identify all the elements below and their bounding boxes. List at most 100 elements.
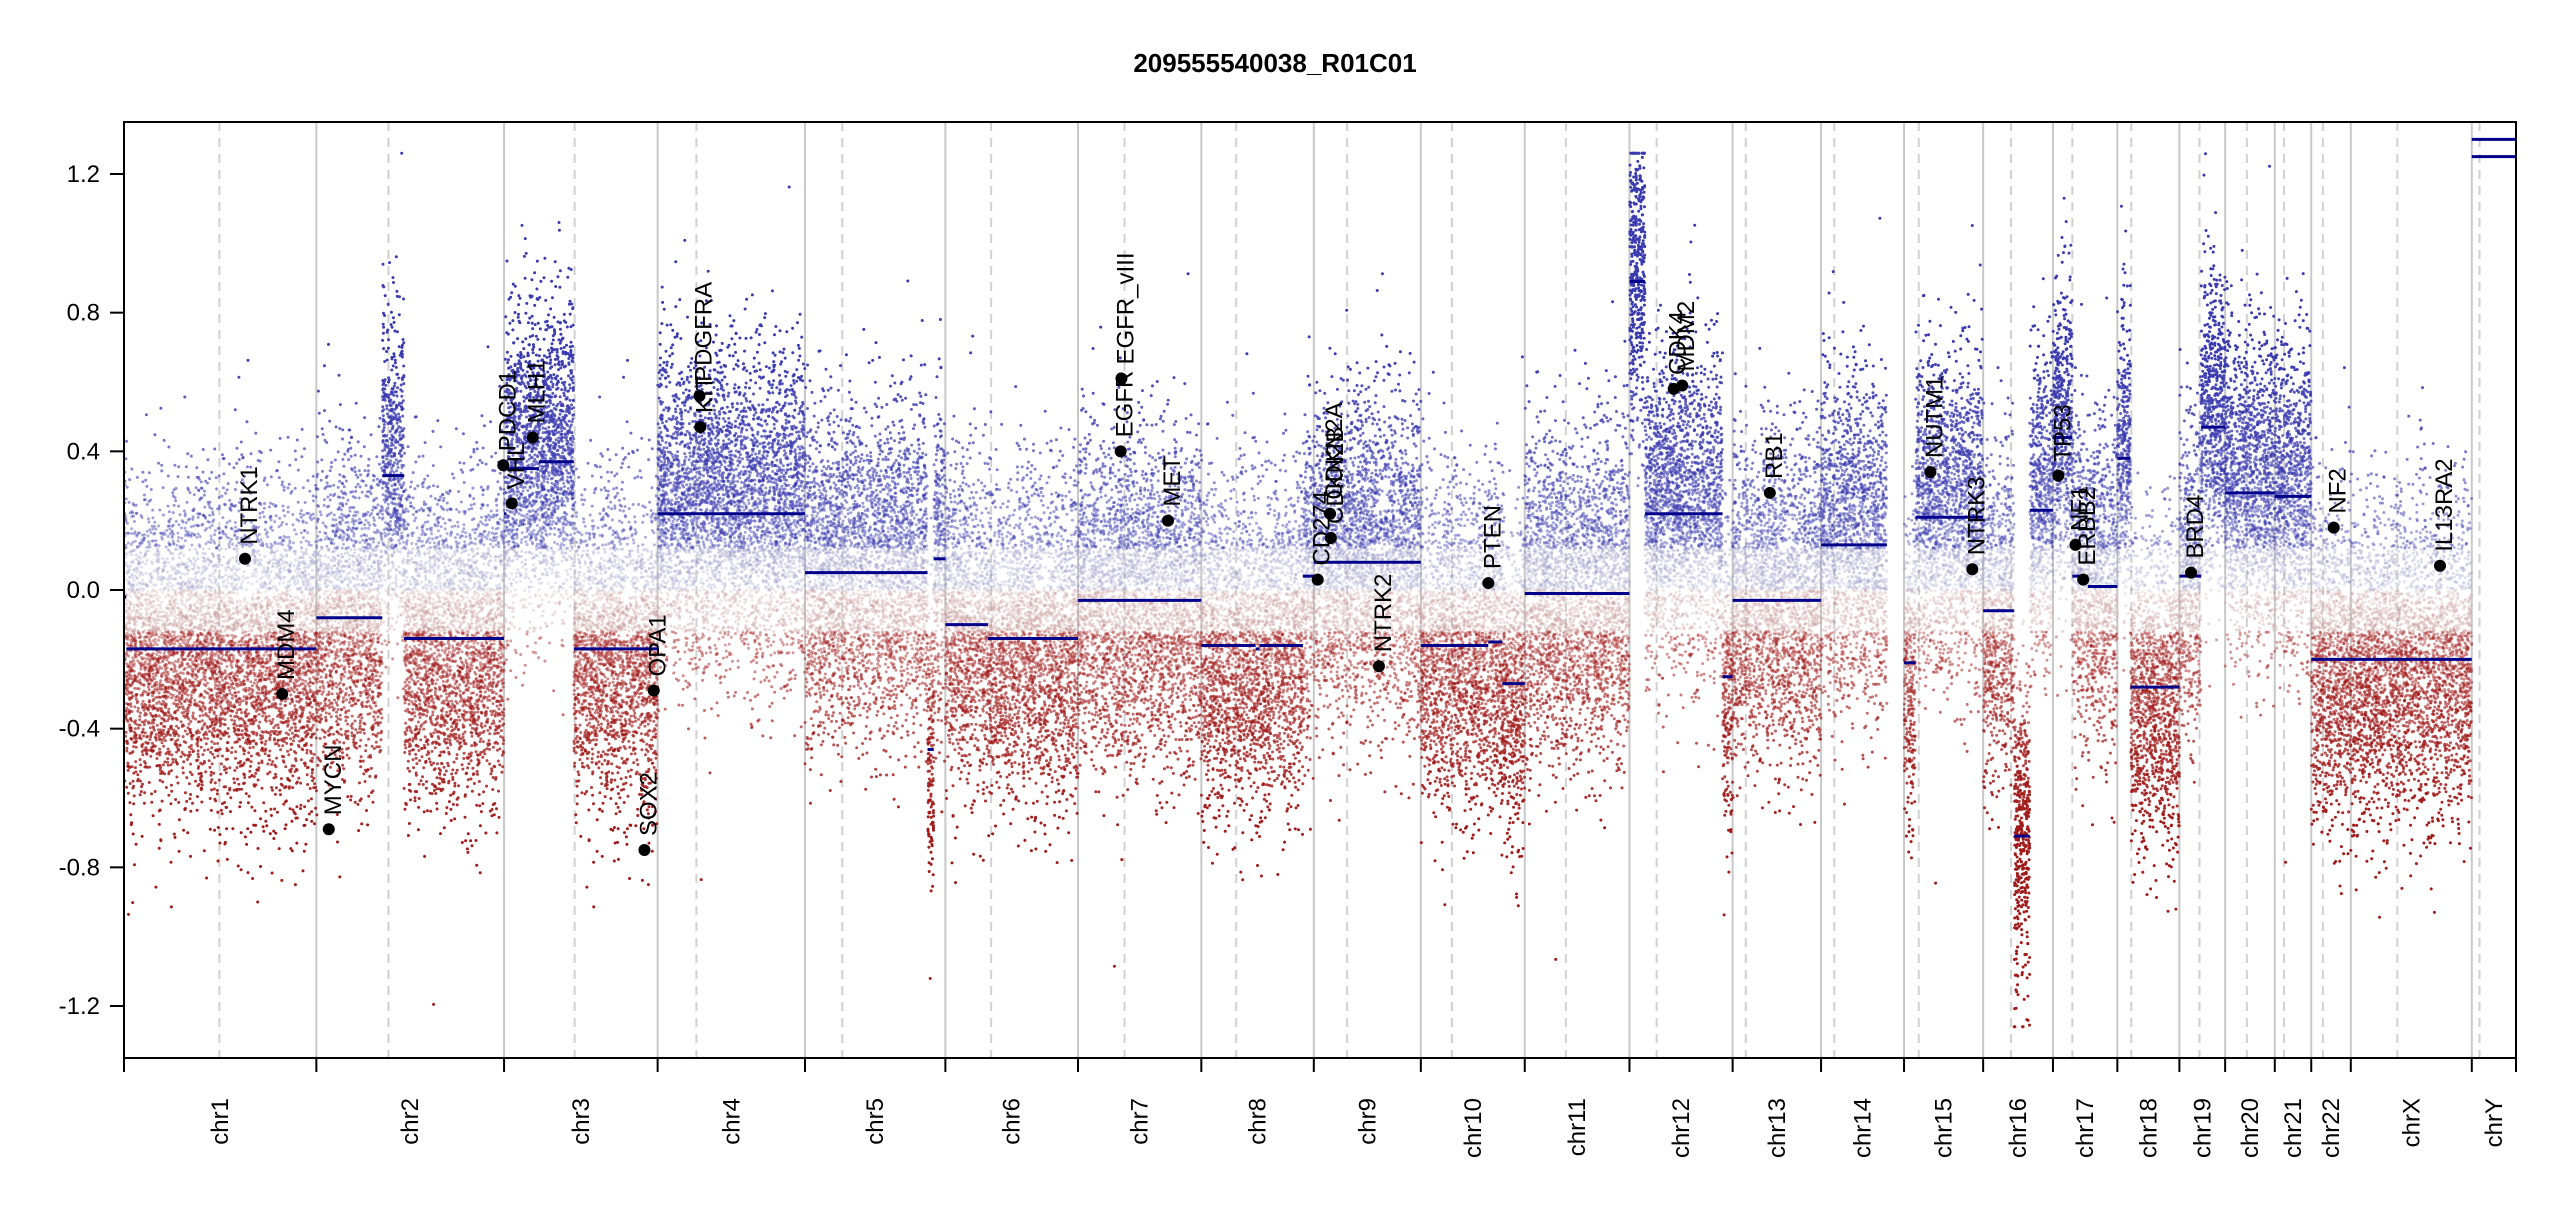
probe-point (289, 770, 292, 773)
probe-point (286, 688, 289, 691)
probe-point (230, 617, 233, 620)
probe-point (287, 753, 290, 756)
probe-point (305, 818, 308, 821)
probe-point (162, 569, 165, 572)
probe-point (262, 825, 265, 828)
probe-point (223, 694, 226, 697)
probe-point (252, 746, 255, 749)
probe-point (170, 565, 173, 568)
probe-point (228, 463, 231, 466)
probe-point (250, 630, 253, 633)
probe-point (279, 703, 282, 706)
probe-point (184, 730, 187, 733)
probe-point (139, 681, 142, 684)
probe-point (291, 604, 294, 607)
probe-point (272, 726, 275, 729)
probe-point (235, 601, 238, 604)
probe-point (304, 762, 307, 765)
probe-point (261, 709, 264, 712)
probe-point (213, 659, 216, 662)
probe-point (287, 682, 290, 685)
probe-point (192, 557, 195, 560)
probe-point (146, 653, 149, 656)
probe-point (255, 559, 258, 562)
probe-point (307, 566, 310, 569)
probe-point (137, 599, 140, 602)
probe-point (132, 802, 135, 805)
probe-point (134, 611, 137, 614)
probe-point (147, 692, 150, 695)
probe-point (208, 730, 211, 733)
probe-point (306, 655, 309, 658)
probe-point (147, 709, 150, 712)
probe-point (214, 633, 217, 636)
probe-point (270, 551, 273, 554)
probe-point (218, 842, 221, 845)
probe-point (186, 758, 189, 761)
probe-point (192, 644, 195, 647)
probe-point (310, 744, 313, 747)
probe-point (227, 582, 230, 585)
probe-point (125, 602, 128, 605)
probe-point (184, 807, 187, 810)
probe-point (148, 637, 151, 640)
probe-point (126, 486, 129, 489)
probe-point (130, 729, 133, 732)
probe-point (141, 783, 144, 786)
probe-point (166, 635, 169, 638)
probe-point (126, 632, 129, 635)
probe-point (217, 586, 220, 589)
probe-point (285, 737, 288, 740)
probe-point (281, 683, 284, 686)
probe-point (181, 766, 184, 769)
probe-point (285, 823, 288, 826)
probe-point (246, 827, 249, 830)
probe-point (214, 706, 217, 709)
probe-point (235, 659, 238, 662)
probe-point (189, 810, 192, 813)
probe-point (193, 699, 196, 702)
probe-point (143, 791, 146, 794)
probe-point (213, 798, 216, 801)
probe-point (311, 628, 314, 631)
probe-point (213, 654, 216, 657)
probe-point (266, 667, 269, 670)
probe-point (213, 533, 216, 536)
probe-point (297, 735, 300, 738)
probe-point (242, 456, 245, 459)
probe-point (160, 464, 163, 467)
probe-point (131, 541, 134, 544)
probe-point (243, 623, 246, 626)
probe-point (232, 466, 235, 469)
probe-point (188, 723, 191, 726)
probe-point (211, 572, 214, 575)
probe-point (291, 513, 294, 516)
probe-point (184, 534, 187, 537)
probe-point (299, 807, 302, 810)
probe-point (232, 607, 235, 610)
probe-point (280, 570, 283, 573)
probe-point (290, 599, 293, 602)
probe-point (180, 526, 183, 529)
probe-point (295, 712, 298, 715)
probe-point (226, 758, 229, 761)
probe-point (212, 772, 215, 775)
probe-point (145, 602, 148, 605)
probe-point (236, 447, 239, 450)
probe-point (237, 650, 240, 653)
probe-point (210, 560, 213, 563)
probe-point (227, 604, 230, 607)
probe-point (146, 503, 149, 506)
probe-point (216, 742, 219, 745)
probe-point (280, 777, 283, 780)
probe-point (231, 623, 234, 626)
probe-point (146, 530, 149, 533)
probe-point (216, 811, 219, 814)
probe-point (287, 511, 290, 514)
probe-point (209, 663, 212, 666)
probe-point (171, 530, 174, 533)
probe-point (195, 759, 198, 762)
probe-point (304, 604, 307, 607)
probe-point (187, 662, 190, 665)
probe-point (249, 680, 252, 683)
